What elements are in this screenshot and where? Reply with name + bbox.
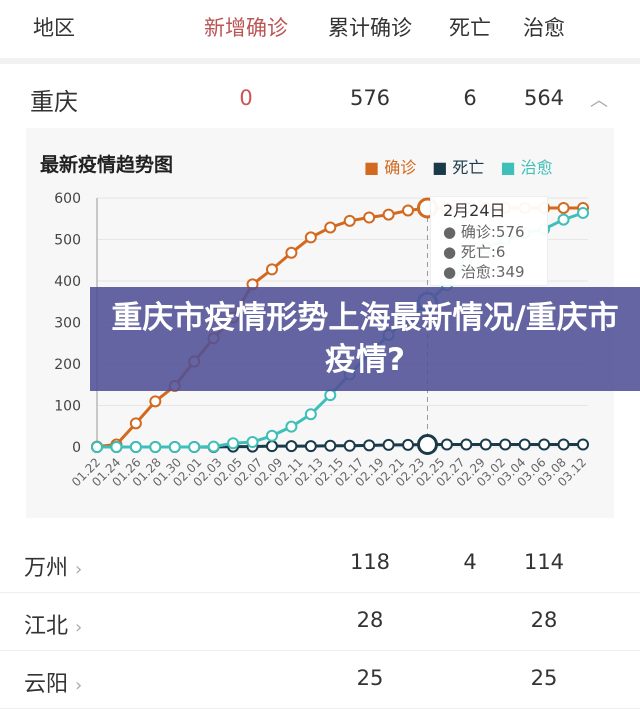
- data-point: [149, 395, 162, 408]
- chevron-right-icon: ›: [75, 617, 83, 638]
- y-tick-label: 0: [72, 440, 81, 456]
- data-point: [557, 213, 570, 226]
- data-point: [110, 441, 123, 453]
- legend-deaths[interactable]: ■ 死亡: [432, 158, 485, 177]
- region-total: 576: [349, 86, 391, 110]
- data-point: [304, 440, 317, 453]
- data-point: [285, 420, 298, 433]
- y-tick-label: 300: [54, 316, 81, 332]
- data-point: [149, 441, 162, 453]
- subregion-total: 28: [356, 608, 384, 632]
- region-row[interactable]: 重庆 0 576 6 564 ︿: [0, 64, 640, 128]
- y-tick-label: 400: [54, 274, 81, 290]
- legend-cured[interactable]: ■ 治愈: [500, 158, 553, 177]
- data-point: [479, 438, 492, 451]
- chart-title: 最新疫情趋势图: [40, 154, 174, 176]
- col-new: 新增确诊: [204, 16, 288, 40]
- legend-confirmed[interactable]: ■ 确诊: [364, 158, 417, 177]
- legend-label: 治愈: [520, 158, 553, 177]
- region-new: 0: [239, 86, 253, 110]
- col-cured: 治愈: [523, 16, 565, 40]
- subregion-cured: 28: [530, 608, 558, 632]
- data-point: [129, 441, 142, 453]
- data-point: [129, 417, 142, 430]
- chevron-up-icon[interactable]: ︿: [590, 90, 608, 111]
- table-header: 地区 新增确诊 累计确诊 死亡 治愈: [0, 0, 640, 64]
- subregion-cured: 25: [530, 666, 558, 690]
- subregion-total: 118: [349, 550, 391, 574]
- y-tick-label: 600: [54, 191, 81, 207]
- data-point: [265, 440, 278, 453]
- data-point: [557, 438, 570, 451]
- data-point: [91, 441, 103, 453]
- data-point: [538, 438, 551, 451]
- legend: ■ 确诊 ■ 死亡 ■ 治愈: [364, 154, 553, 178]
- data-point: [304, 408, 317, 421]
- subregion-name: 万州 ›: [24, 556, 83, 581]
- subregion-row[interactable]: 云阳 › 25 25: [0, 650, 640, 709]
- data-point: [304, 231, 317, 244]
- tooltip-deaths: ● 死亡:6: [443, 243, 506, 261]
- subregion-deaths: 4: [463, 550, 477, 574]
- legend-label: 死亡: [452, 158, 485, 177]
- data-point: [382, 208, 395, 221]
- data-point: [265, 429, 278, 442]
- data-point: [265, 263, 278, 276]
- subregion-name: 云阳 ›: [24, 672, 83, 697]
- data-point: [363, 439, 376, 452]
- data-point: [285, 440, 298, 453]
- subregion-row[interactable]: 江北 › 28 28: [0, 592, 640, 651]
- subregion-name: 江北 ›: [24, 614, 83, 639]
- chevron-right-icon: ›: [75, 559, 83, 580]
- title-banner: 重庆市疫情形势上海最新情况/重庆市疫情?: [90, 287, 640, 391]
- data-point: [188, 441, 201, 453]
- data-point: [416, 434, 438, 456]
- tooltip-confirmed: ● 确诊:576: [443, 223, 525, 241]
- region-name: 重庆: [30, 88, 78, 116]
- data-point: [577, 438, 589, 451]
- data-point: [324, 389, 337, 402]
- legend-label: 确诊: [384, 158, 417, 177]
- subregion-cured: 114: [523, 550, 565, 574]
- data-point: [518, 438, 531, 451]
- data-point: [343, 439, 356, 452]
- chevron-right-icon: ›: [75, 675, 83, 696]
- data-point: [227, 437, 240, 450]
- tooltip: 2月24日 ● 确诊:576 ● 死亡:6 ● 治愈:349: [430, 196, 548, 286]
- data-point: [285, 246, 298, 259]
- data-point: [246, 436, 259, 449]
- y-tick-label: 100: [54, 399, 81, 415]
- data-point: [382, 438, 395, 451]
- data-point: [363, 211, 376, 224]
- data-point: [577, 206, 589, 219]
- region-cured: 564: [523, 86, 565, 110]
- data-point: [499, 438, 512, 451]
- data-point: [402, 438, 415, 451]
- y-tick-label: 500: [54, 233, 81, 249]
- col-region: 地区: [33, 16, 75, 40]
- y-tick-label: 200: [54, 357, 81, 373]
- data-point: [402, 204, 415, 217]
- data-point: [168, 441, 181, 453]
- data-point: [557, 201, 570, 214]
- tooltip-cured: ● 治愈:349: [443, 263, 525, 281]
- region-deaths: 6: [463, 86, 477, 110]
- data-point: [324, 221, 337, 234]
- data-point: [207, 440, 220, 453]
- data-point: [324, 439, 337, 452]
- subregion-row[interactable]: 万州 › 118 4 114: [0, 534, 640, 593]
- subregion-total: 25: [356, 666, 384, 690]
- data-point: [460, 438, 473, 451]
- data-point: [343, 214, 356, 227]
- tooltip-date: 2月24日: [443, 201, 506, 220]
- data-point: [440, 438, 453, 451]
- col-total: 累计确诊: [328, 16, 412, 40]
- col-deaths: 死亡: [449, 16, 491, 40]
